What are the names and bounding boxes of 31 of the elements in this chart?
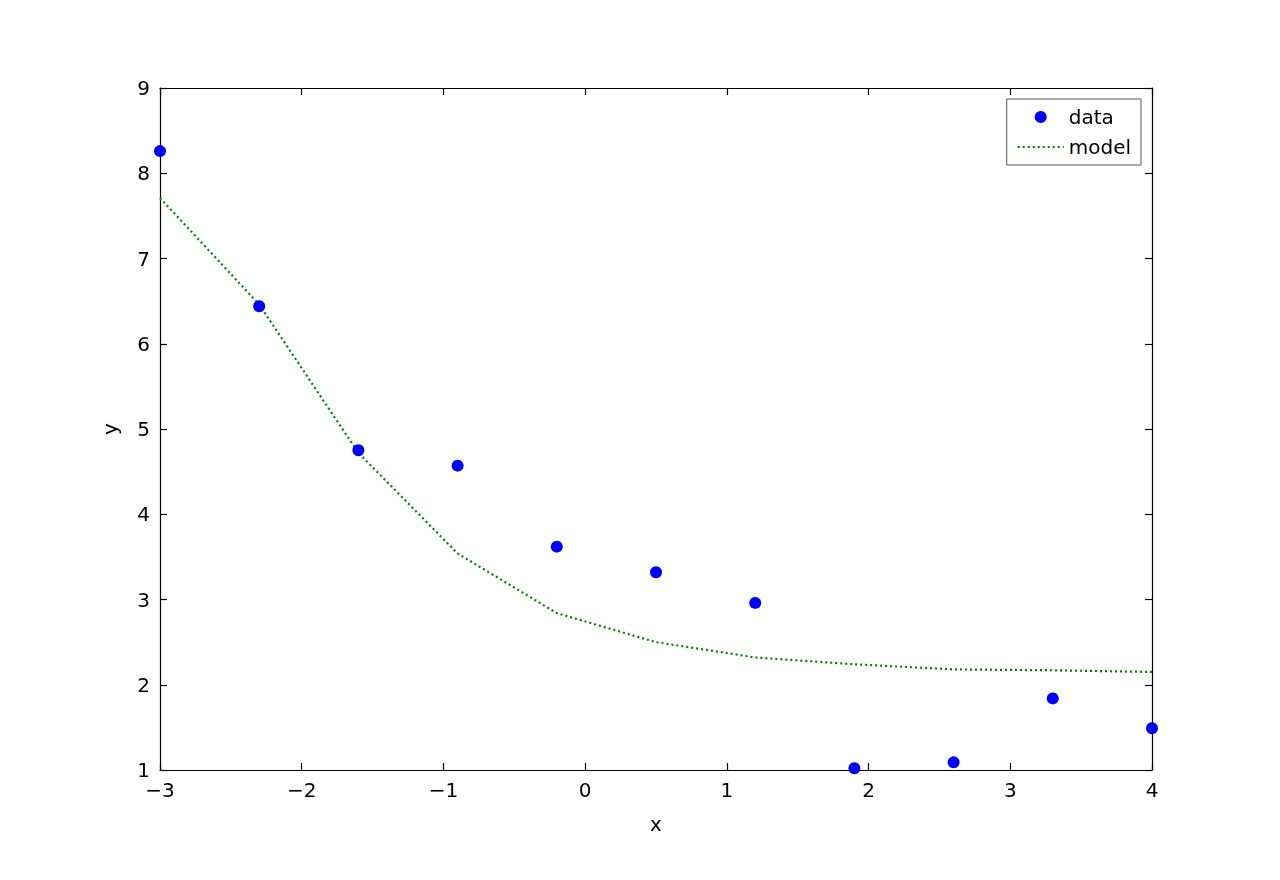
point [154,145,166,158]
line-series [158,196,1154,674]
y-tick-label: 3 [137,587,150,612]
y-tick-label: 6 [137,331,150,356]
y-tick-label: 9 [137,76,150,100]
x-tick-label: 2 [862,778,875,802]
point [352,444,365,457]
legend-label: model [1068,135,1132,159]
y-tick-label: 8 [137,161,150,186]
x-axis-title: x [650,812,663,836]
point [650,566,662,579]
x-tick-label: 0 [578,778,592,802]
x-tick-label: −2 [286,778,317,802]
y-tick-label: 4 [137,502,150,527]
legend-label: data [1068,105,1114,129]
point [1146,722,1158,735]
y-tick-label: 5 [137,417,150,441]
point [253,300,266,313]
x-tick-label: −1 [428,778,459,802]
x-tick-label: 3 [1003,778,1017,802]
point [848,762,861,775]
x-tick-label: 1 [720,778,734,802]
point [550,540,563,553]
y-axis-title: y [98,422,122,435]
point [451,459,464,472]
y-tick-label: 2 [137,672,150,697]
y-tick-label: 7 [137,246,150,271]
point [749,596,762,609]
x-tick-label: 4 [1145,778,1159,802]
point [1046,692,1059,705]
point [947,756,960,769]
